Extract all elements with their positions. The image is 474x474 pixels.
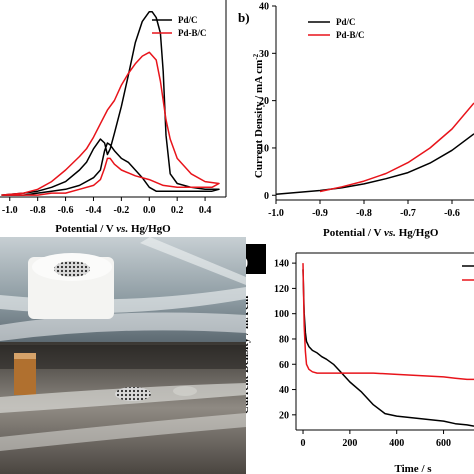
panel-e-lines: [302, 263, 474, 427]
electrode-photo-drawing: [0, 237, 246, 474]
photo-dark-band: [0, 345, 246, 369]
panel-b: b) -1.0 -0.9 -0.8 -0.7 -0.6 0 10 20 30 40 Pd/C Pd…: [232, 0, 474, 239]
panel-a-series-pd-b-c-line: [1, 51, 220, 196]
panel-e-x-tick-label: 0: [301, 438, 306, 449]
panel-e-x-tick-label: 600: [436, 438, 451, 449]
panel-b-ticks: -1.0 -0.9 -0.8 -0.7 -0.6 0 10 20 30 40: [259, 2, 460, 220]
panel-b-label: b): [238, 10, 250, 25]
glass-edge: [0, 312, 246, 341]
panel-e-x-tick-label: 200: [342, 438, 357, 449]
panel-e-y-tick-label: 140: [274, 259, 289, 270]
catalyst-spot-bottom: [115, 387, 151, 401]
panel-e-series-black-line: [302, 269, 474, 427]
panel-e-y-tick-label: 40: [279, 385, 289, 396]
panel-b-x-tick-label: -0.9: [312, 208, 328, 219]
panel-a-x-label: Potential / V vs. Hg/HgO: [55, 223, 171, 235]
panel-e-x-label: Time / s: [394, 463, 432, 474]
legend-label-pd-c: Pd/C: [336, 17, 356, 27]
panel-b-y-tick-label: 20: [259, 96, 269, 107]
panel-a-x-tick-label: 0.0: [143, 205, 156, 216]
glass-reflection: [140, 237, 246, 285]
electrode-photo: [0, 237, 246, 474]
glass-lower-edge: [0, 413, 246, 451]
legend-label-pd-c: Pd/C: [178, 15, 198, 25]
panel-a-x-tick-label: -0.2: [113, 205, 129, 216]
panel-a-ticks: -1.0 -0.8 -0.6 -0.4 -0.2 0.0 0.2 0.4: [2, 197, 211, 216]
panel-b-x-tick-label: -0.8: [356, 208, 372, 219]
catalyst-spot-top: [54, 261, 90, 277]
panel-e-y-tick-label: 80: [279, 334, 289, 345]
panel-b-series-pd-b-c-line: [319, 102, 474, 193]
panel-e-y-tick-label: 100: [274, 309, 289, 320]
panel-e-y-tick-label: 120: [274, 284, 289, 295]
electrode-copper-top: [14, 353, 36, 359]
panel-b-x-tick-label: -0.6: [444, 208, 460, 219]
panel-b-x-label: Potential / V vs. Hg/HgO: [323, 227, 439, 239]
electrode-copper: [14, 353, 36, 395]
panel-e-x-tick-label: 400: [389, 438, 404, 449]
panel-b-x-tick-label: -1.0: [268, 208, 284, 219]
panel-b-series-pd-c-line: [275, 133, 474, 196]
panel-a-x-tick-label: -0.6: [58, 205, 74, 216]
panel-b-lines: [275, 102, 474, 196]
panel-a-x-tick-label: -1.0: [2, 205, 18, 216]
panel-e-ticks: 0 200 400 600 20 40 60 80 100 120 140: [274, 259, 451, 449]
panel-e-y-tick-label: 20: [279, 410, 289, 421]
panel-b-x-tick-label: -0.7: [400, 208, 416, 219]
panel-a-x-tick-label: -0.8: [30, 205, 46, 216]
panel-a-x-tick-label: 0.2: [171, 205, 184, 216]
panel-b-label-box: [232, 0, 284, 30]
legend-label-pd-b-c: Pd-B/C: [178, 28, 207, 38]
bubble-ring: [173, 386, 197, 396]
panel-a-series-pd-c-line: [1, 10, 220, 196]
panel-e-series-red-line: [302, 263, 474, 381]
panel-b-y-tick-label: 10: [259, 143, 269, 154]
legend-label-pd-b-c: Pd-B/C: [336, 30, 365, 40]
panel-b-y-label: Current Density / mA cm-2: [252, 53, 265, 178]
panel-b-y-tick-label: 0: [264, 191, 269, 202]
panel-a-lines: [1, 10, 220, 196]
panel-a-x-tick-label: -0.4: [86, 205, 102, 216]
panel-b-y-tick-label: 40: [259, 2, 269, 13]
panel-a: -1.0 -0.8 -0.6 -0.4 -0.2 0.0 0.2 0.4 Pd/C Pd-B/…: [0, 0, 227, 235]
panel-b-y-tick-label: 30: [259, 49, 269, 60]
panel-e-y-tick-label: 60: [279, 360, 289, 371]
panel-a-x-tick-label: 0.4: [199, 205, 212, 216]
